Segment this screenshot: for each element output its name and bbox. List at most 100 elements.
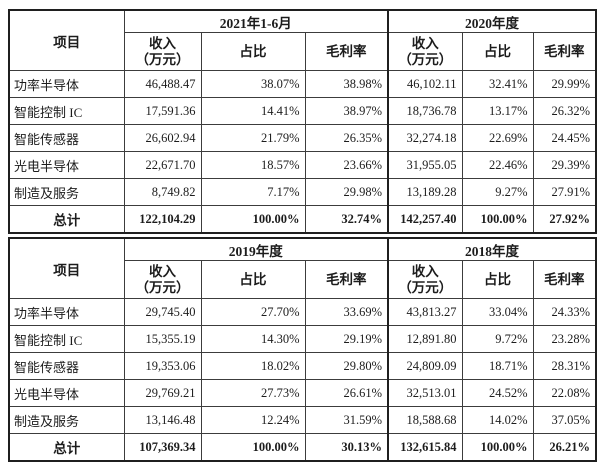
total-value-cell: 132,615.84	[387, 433, 463, 462]
period-label-2018: 2018年度	[386, 237, 597, 261]
value-cell: 27.91%	[532, 178, 597, 206]
income-header-line2: （万元）	[398, 51, 453, 67]
value-cell: 19,353.06	[123, 352, 202, 380]
table-row: 智能控制 IC 15,355.19 14.30% 29.19% 12,891.80 9.7…	[8, 325, 597, 353]
share-column-header: 占比	[200, 260, 306, 299]
total-row: 总计 122,104.29 100.00% 32.74% 142,257.40 100.0…	[8, 205, 597, 234]
value-cell: 38.97%	[304, 97, 389, 125]
value-cell: 18.57%	[200, 151, 306, 179]
row-label: 功率半导体	[8, 70, 125, 98]
value-cell: 23.66%	[304, 151, 389, 179]
value-cell: 38.07%	[200, 70, 306, 98]
table-row: 光电半导体 29,769.21 27.73% 26.61% 32,513.01 24.52…	[8, 379, 597, 407]
value-cell: 18,736.78	[387, 97, 463, 125]
value-cell: 9.27%	[461, 178, 534, 206]
share-column-header: 占比	[461, 32, 534, 71]
margin-column-header: 毛利率	[532, 260, 597, 299]
item-column-header: 项目	[8, 237, 125, 299]
period-header-row: 项目 2019年度 2018年度	[8, 237, 597, 299]
income-column-header: 收入 （万元）	[123, 260, 202, 299]
value-cell: 13,189.28	[387, 178, 463, 206]
value-cell: 18.71%	[461, 352, 534, 380]
table-row: 光电半导体 22,671.70 18.57% 23.66% 31,955.05 22.46…	[8, 151, 597, 179]
income-header-line1: 收入	[149, 264, 176, 280]
row-label: 智能传感器	[8, 124, 125, 152]
period-label-2019: 2019年度	[123, 237, 389, 261]
table-row: 制造及服务 13,146.48 12.24% 31.59% 18,588.68 14.02…	[8, 406, 597, 434]
value-cell: 26.32%	[532, 97, 597, 125]
value-cell: 13.17%	[461, 97, 534, 125]
value-cell: 24.52%	[461, 379, 534, 407]
margin-column-header: 毛利率	[304, 260, 389, 299]
row-label: 功率半导体	[8, 298, 125, 326]
table-row: 智能传感器 26,602.94 21.79% 26.35% 32,274.18 22.69…	[8, 124, 597, 152]
margin-column-header: 毛利率	[532, 32, 597, 71]
value-cell: 21.79%	[200, 124, 306, 152]
value-cell: 46,488.47	[123, 70, 202, 98]
value-cell: 43,813.27	[387, 298, 463, 326]
income-header-line1: 收入	[149, 36, 176, 52]
value-cell: 13,146.48	[123, 406, 202, 434]
value-cell: 37.05%	[532, 406, 597, 434]
income-header-line2: （万元）	[135, 279, 190, 295]
value-cell: 14.02%	[461, 406, 534, 434]
total-value-cell: 27.92%	[532, 205, 597, 234]
value-cell: 23.28%	[532, 325, 597, 353]
total-row: 总计 107,369.34 100.00% 30.13% 132,615.84 100.0…	[8, 433, 597, 462]
row-label: 智能控制 IC	[8, 325, 125, 353]
income-column-header: 收入 （万元）	[387, 260, 463, 299]
total-value-cell: 100.00%	[200, 433, 306, 462]
table-row: 智能控制 IC 17,591.36 14.41% 38.97% 18,736.78 13.…	[8, 97, 597, 125]
total-value-cell: 26.21%	[532, 433, 597, 462]
value-cell: 8,749.82	[123, 178, 202, 206]
income-header-line1: 收入	[411, 36, 439, 52]
value-cell: 26.61%	[304, 379, 389, 407]
value-cell: 27.73%	[200, 379, 306, 407]
value-cell: 17,591.36	[123, 97, 202, 125]
value-cell: 32,274.18	[387, 124, 463, 152]
value-cell: 29,745.40	[123, 298, 202, 326]
value-cell: 12,891.80	[387, 325, 463, 353]
value-cell: 15,355.19	[123, 325, 202, 353]
value-cell: 31,955.05	[387, 151, 463, 179]
value-cell: 22.69%	[461, 124, 534, 152]
column-header-row: 收入 （万元） 占比 毛利率 收入 （万元） 占比 毛利率	[9, 260, 597, 299]
share-column-header: 占比	[461, 260, 534, 299]
row-label: 制造及服务	[8, 178, 125, 206]
total-value-cell: 142,257.40	[387, 205, 463, 234]
row-label: 智能控制 IC	[8, 97, 125, 125]
value-cell: 29.80%	[304, 352, 389, 380]
table-row: 功率半导体 46,488.47 38.07% 38.98% 46,102.11 32.41…	[8, 70, 597, 98]
total-value-cell: 100.00%	[461, 433, 534, 462]
value-cell: 22.46%	[461, 151, 534, 179]
share-column-header: 占比	[200, 32, 306, 71]
total-value-cell: 107,369.34	[123, 433, 202, 462]
row-label: 光电半导体	[8, 379, 125, 407]
income-column-header: 收入 （万元）	[387, 32, 463, 71]
value-cell: 31.59%	[304, 406, 389, 434]
margin-column-header: 毛利率	[304, 32, 389, 71]
table-row: 功率半导体 29,745.40 27.70% 33.69% 43,813.27 33.04…	[8, 298, 597, 326]
value-cell: 29.99%	[532, 70, 597, 98]
income-header-line1: 收入	[411, 264, 439, 280]
value-cell: 22.08%	[532, 379, 597, 407]
value-cell: 28.31%	[532, 352, 597, 380]
total-value-cell: 122,104.29	[123, 205, 202, 234]
value-cell: 26.35%	[304, 124, 389, 152]
value-cell: 46,102.11	[387, 70, 463, 98]
value-cell: 18,588.68	[387, 406, 463, 434]
revenue-table-2021-2020: 项目 2021年1-6月 2020年度 收入 （万元） 占比 毛利率 收入 （万…	[8, 9, 598, 234]
period-label-2020: 2020年度	[386, 9, 597, 33]
value-cell: 29.19%	[304, 325, 389, 353]
revenue-table-2019-2018: 项目 2019年度 2018年度 收入 （万元） 占比 毛利率 收入 （万元） …	[8, 237, 598, 462]
value-cell: 9.72%	[461, 325, 534, 353]
period-label-2021: 2021年1-6月	[123, 9, 389, 33]
row-label: 光电半导体	[8, 151, 125, 179]
income-header-line2: （万元）	[398, 279, 453, 295]
row-label: 制造及服务	[8, 406, 125, 434]
value-cell: 24.33%	[532, 298, 597, 326]
table-row: 智能传感器 19,353.06 18.02% 29.80% 24,809.09 18.71…	[8, 352, 597, 380]
total-value-cell: 32.74%	[304, 205, 389, 234]
period-header-row: 项目 2021年1-6月 2020年度	[8, 9, 597, 71]
value-cell: 38.98%	[304, 70, 389, 98]
